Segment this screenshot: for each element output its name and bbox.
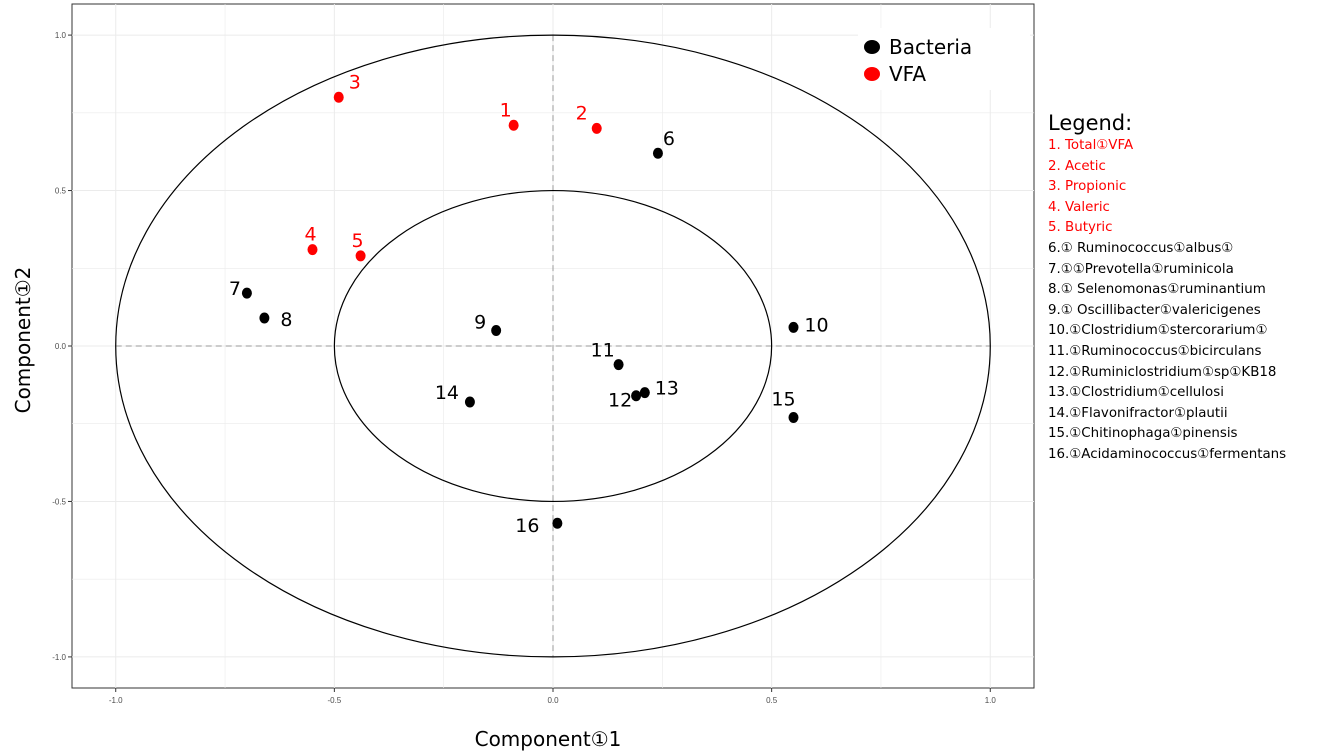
point-label-5: 5 (352, 230, 364, 252)
point-label-10: 10 (804, 314, 828, 336)
side-legend-list: 1. Total①VFA 2. Acetic 3. Propionic 4. Vale… (1048, 136, 1340, 466)
point-label-8: 8 (280, 309, 292, 331)
point-14 (464, 396, 475, 408)
side-legend-item: 13.①Clostridium①cellulosi (1048, 385, 1224, 401)
point-11 (613, 359, 624, 371)
point-5 (355, 250, 366, 262)
point-13 (639, 387, 650, 399)
side-legend-item: 7.①①Prevotella①ruminicola (1048, 261, 1234, 277)
legend-key-vfa (864, 67, 880, 81)
legend-label-vfa: VFA (889, 62, 926, 86)
y-axis-ticks: 1.0 0.5 0.0 -0.5 -1.0 (52, 31, 72, 662)
point-label-11: 11 (590, 340, 614, 362)
x-tick-label: 1.0 (985, 696, 997, 705)
point-label-2: 2 (576, 102, 588, 124)
y-tick-label: 0.0 (55, 342, 67, 351)
point-2 (591, 122, 602, 134)
x-tick-label: 0.0 (547, 696, 559, 705)
point-12 (631, 390, 642, 402)
side-legend-item: 10.①Clostridium①stercorarium① (1048, 323, 1268, 339)
y-axis-title: Component①2 (11, 267, 35, 414)
x-tick-label: -1.0 (109, 696, 123, 705)
point-9 (491, 324, 502, 336)
legend-key-bacteria (864, 40, 880, 54)
x-tick-label: 0.5 (766, 696, 778, 705)
side-legend-item: 2. Acetic (1048, 158, 1106, 174)
side-legend-item: 14.①Flavonifractor①plautii (1048, 405, 1228, 421)
side-legend-title: Legend: (1048, 111, 1133, 135)
data-points (241, 91, 799, 529)
y-tick-label: 1.0 (55, 31, 67, 40)
side-legend-item: 12.①Ruminiclostridium①sp①KB18 (1048, 364, 1277, 380)
point-4 (307, 244, 318, 256)
point-3 (333, 91, 344, 103)
y-tick-label: 0.5 (55, 187, 67, 196)
y-tick-label: -1.0 (52, 653, 66, 662)
correlation-circles (115, 34, 991, 658)
side-legend-item: 3. Propionic (1048, 179, 1127, 195)
x-axis-ticks: -1.0 -0.5 0.0 0.5 1.0 (109, 688, 997, 705)
legend-background (858, 28, 1030, 90)
inner-circle (333, 189, 773, 503)
side-legend: Legend: 1. Total①VFA 2. Acetic 3. Propioni… (1048, 110, 1340, 466)
point-label-1: 1 (500, 99, 512, 121)
side-legend-item: 11.①Ruminococcus①bicirculans (1048, 343, 1262, 359)
point-1 (508, 119, 519, 131)
point-label-13: 13 (655, 378, 679, 400)
point-label-16: 16 (515, 515, 539, 537)
reference-lines (115, 35, 991, 657)
outer-circle (115, 34, 991, 658)
point-label-7: 7 (229, 278, 241, 300)
legend-label-bacteria: Bacteria (889, 35, 972, 59)
point-16 (552, 517, 563, 529)
side-legend-item: 8.① Selenomonas①ruminantium (1048, 282, 1266, 298)
side-legend-item: 15.①Chitinophaga①pinensis (1048, 426, 1238, 442)
x-tick-label: -0.5 (327, 696, 341, 705)
point-label-12: 12 (608, 390, 632, 412)
side-legend-item: 9.① Oscillibacter①valericigenes (1048, 302, 1261, 318)
x-axis-title: Component①1 (475, 727, 622, 751)
side-legend-item: 16.①Acidaminococcus①fermentans (1048, 446, 1287, 462)
point-7 (241, 287, 252, 299)
side-legend-item: 6.① Ruminococcus①albus① (1048, 240, 1234, 256)
point-6 (652, 147, 663, 159)
side-legend-item: 4. Valeric (1048, 199, 1110, 215)
point-10 (788, 321, 799, 333)
point-label-14: 14 (435, 382, 459, 404)
point-label-6: 6 (663, 128, 675, 150)
side-legend-item: 5. Butyric (1048, 220, 1113, 236)
point-15 (788, 412, 799, 424)
chart-legend: Bacteria VFA (858, 28, 1030, 90)
y-tick-label: -0.5 (52, 497, 66, 506)
point-label-3: 3 (349, 71, 361, 93)
point-label-15: 15 (771, 389, 795, 411)
point-label-9: 9 (474, 311, 486, 333)
point-8 (259, 312, 270, 324)
point-label-4: 4 (304, 224, 316, 246)
side-legend-item: 1. Total①VFA (1048, 138, 1134, 153)
